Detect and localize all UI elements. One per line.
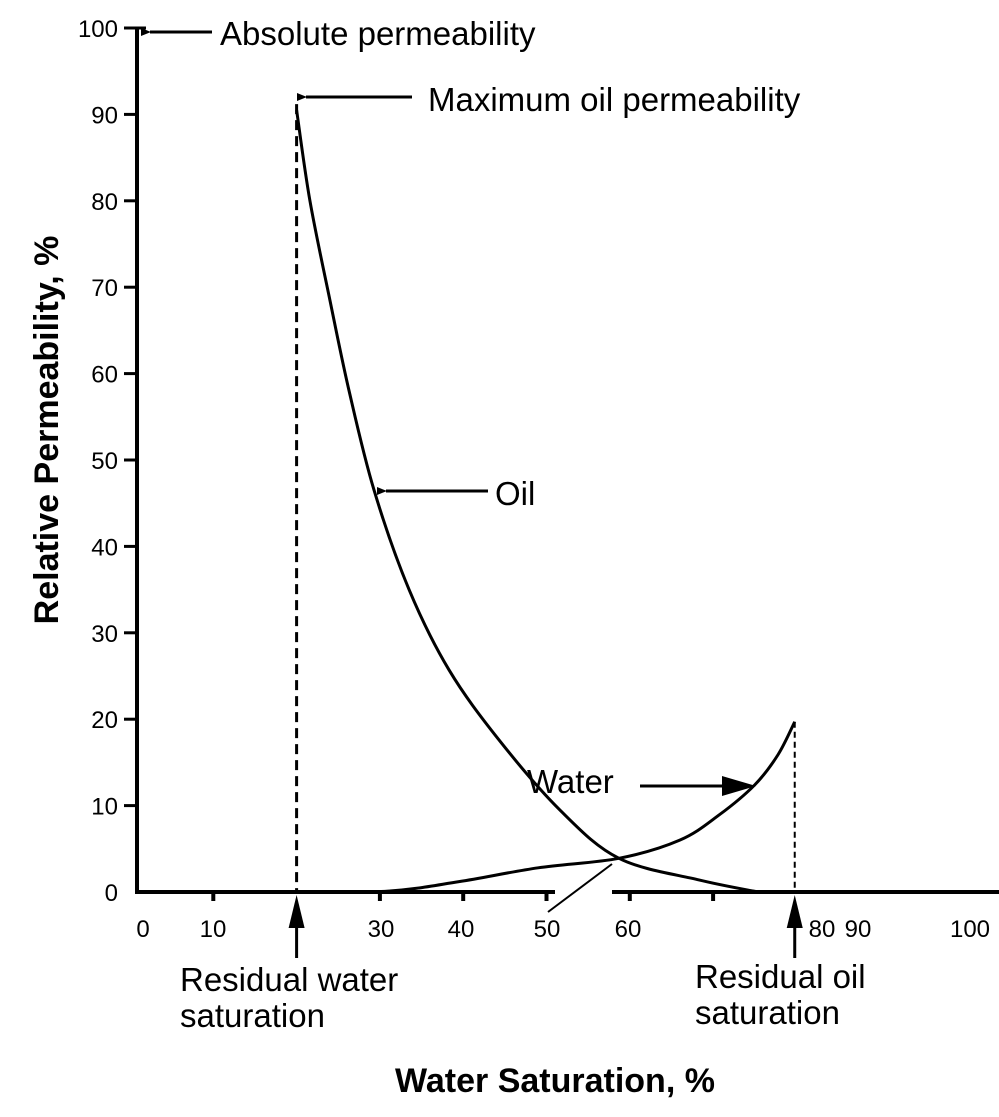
y-tick-label: 80 (91, 189, 118, 216)
residual-oil-label-line2: saturation (695, 994, 840, 1031)
y-tick-label: 100 (78, 16, 118, 43)
x-tick-label: 90 (845, 916, 872, 943)
y-tick-label: 60 (91, 362, 118, 389)
y-tick-label: 20 (91, 707, 118, 734)
leader-line (547, 863, 613, 913)
x-tick-label: 30 (368, 916, 395, 943)
y-tick-label: 40 (91, 534, 118, 561)
x-tick-label: 0 (136, 916, 149, 943)
x-tick-label: 60 (615, 916, 642, 943)
y-tick-label: 50 (91, 448, 118, 475)
residual-oil-arrowhead (786, 895, 803, 928)
oil-label: Oil (495, 475, 535, 512)
y-axis-title: Relative Permeability, % (28, 236, 66, 625)
y-tick-label: 70 (91, 275, 118, 302)
x-tick-label: 40 (448, 916, 475, 943)
x-axis-title: Water Saturation, % (395, 1062, 715, 1100)
curves (141, 28, 803, 958)
y-tick-label: 90 (91, 102, 118, 129)
absolute-permeability-label: Absolute permeability (220, 15, 536, 52)
residual-oil-label-line1: Residual oil (695, 958, 866, 995)
residual-water-label-line1: Residual water (180, 961, 398, 998)
water-label: Water (527, 763, 614, 800)
y-tick-label: 10 (91, 794, 118, 821)
max-oil-permeability-label: Maximum oil permeability (428, 81, 801, 118)
water-arrowhead (722, 776, 756, 796)
labels: Relative Permeability, % Water Saturatio… (28, 15, 866, 1100)
water-curve (296, 721, 797, 894)
residual-water-label-line2: saturation (180, 997, 325, 1034)
x-tick-label: 50 (534, 916, 561, 943)
axes: 0 10 20 30 40 50 60 70 80 90 100 0 10 30 40 50 60 80 90 100 (78, 16, 999, 943)
y-tick-label: 30 (91, 621, 118, 648)
x-tick-label: 80 (809, 916, 836, 943)
x-tick-label: 100 (950, 916, 990, 943)
y-tick-label: 0 (105, 880, 118, 907)
residual-water-arrowhead (288, 895, 305, 928)
x-tick-label: 10 (200, 916, 227, 943)
